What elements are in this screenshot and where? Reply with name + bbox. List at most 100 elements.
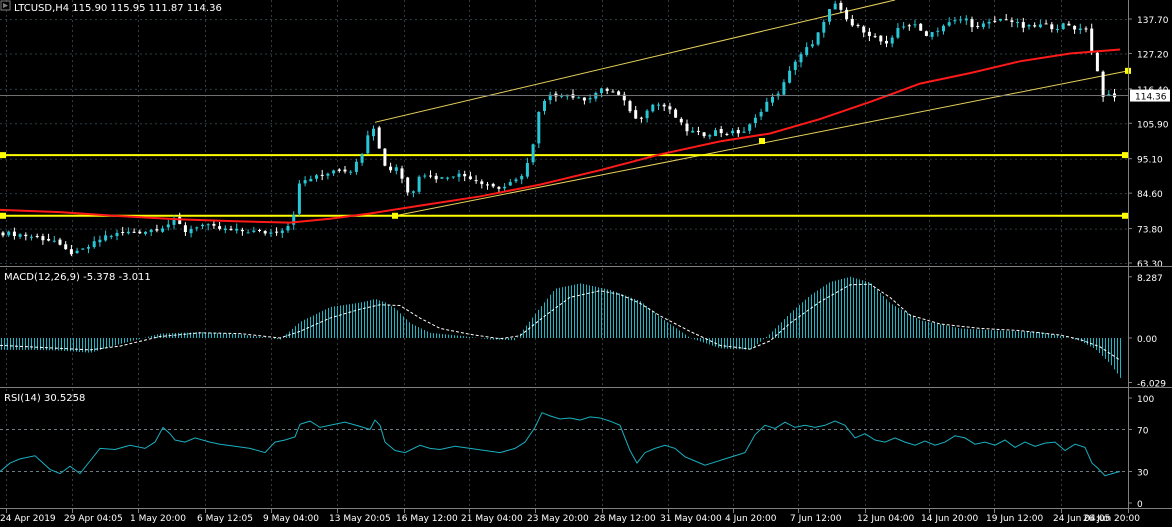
candle-body (491, 183, 495, 187)
time-tick-label: 12 Jun 04:00 (857, 514, 914, 524)
candle-body (543, 100, 546, 111)
candle-body (161, 228, 165, 232)
candle-body (953, 20, 957, 22)
candle-body (195, 227, 199, 229)
candle-body (685, 123, 689, 132)
time-axis: 24 Apr 2019 29 Apr 04:05 1 May 20:00 6 May … (0, 508, 1140, 524)
level-anchor (1122, 212, 1128, 219)
time-tick-label: 23 May 20:00 (527, 514, 589, 524)
panel-frames (0, 0, 1172, 509)
candle-body (719, 128, 723, 134)
candle-body (486, 184, 489, 186)
macd-panel[interactable]: MACD(12,26,9) -5.378 -3.011 8.287 0.00 -6.… (0, 268, 1166, 390)
candle-body (206, 224, 210, 226)
candle-body (320, 174, 324, 176)
candle-body (725, 133, 729, 135)
level-anchor (1122, 152, 1128, 159)
candle-body (679, 118, 683, 123)
candle-body (292, 214, 296, 225)
candle-body (810, 44, 814, 47)
candle-body (1004, 19, 1008, 21)
candle-body (799, 54, 803, 63)
rsi-tick-label: 0 (1137, 500, 1143, 510)
channel-line (374, 0, 896, 123)
candle-body (976, 25, 980, 27)
price-tick-label: 73.80 (1137, 226, 1163, 236)
candle-body (1078, 28, 1082, 30)
candle-body (423, 175, 427, 177)
candle-body (947, 22, 951, 26)
collapse-box-icon[interactable] (0, 0, 11, 11)
candle-body (600, 88, 603, 94)
price-panel[interactable]: LTCUSD,H4 115.90 115.95 111.87 114.36 13… (0, 0, 1170, 270)
candle-body (822, 22, 826, 33)
candle-body (383, 148, 387, 166)
candle-body (246, 232, 250, 234)
candle-body (1056, 28, 1059, 30)
candle-body (138, 231, 142, 234)
candle-body (286, 226, 290, 231)
candle-body (867, 31, 871, 36)
candle-body (309, 178, 313, 182)
candle-body (731, 130, 735, 134)
candle-body (269, 232, 273, 234)
rsi-levels (0, 429, 1128, 472)
candle-body (417, 176, 421, 192)
macd-histogram (1, 276, 1121, 378)
candle-body (98, 239, 102, 243)
candle-body (446, 177, 450, 179)
candle-body (315, 175, 318, 179)
candle-body (18, 234, 22, 237)
candle-body (166, 224, 170, 228)
macd-tick-label: 8.287 (1137, 274, 1163, 284)
rsi-panel[interactable]: RSI(14) 30.5258 100 70 30 0 (0, 389, 1154, 510)
candle-body (885, 40, 888, 44)
candle-body (411, 191, 415, 193)
candle-body (890, 37, 894, 44)
candle-body (970, 19, 974, 28)
horizontal-levels[interactable] (0, 152, 1128, 219)
candle-body (548, 94, 552, 101)
time-tick-label: 14 Jun 20:00 (921, 514, 978, 524)
last-price-label: 114.36 (1135, 93, 1167, 103)
candle-body (873, 36, 877, 38)
expand-arrow-icon (3, 3, 8, 8)
candle-body (474, 180, 478, 182)
candle-body (337, 169, 341, 171)
candle-body (959, 19, 963, 21)
time-tick-label: 26 Jun 20:00 (1083, 514, 1140, 524)
macd-panel-title: MACD(12,26,9) -5.378 -3.011 (4, 272, 151, 283)
candle-body (7, 231, 11, 236)
candle-body (1, 232, 5, 236)
candle-body (69, 249, 73, 255)
candle-body (748, 124, 752, 131)
candle-body (805, 47, 809, 56)
candle-body (41, 236, 45, 241)
price-tick-label: 95.10 (1137, 156, 1163, 166)
candle-body (332, 170, 336, 174)
macd-tick-label: 0.00 (1137, 335, 1157, 345)
candle-body (1107, 94, 1111, 97)
candle-body (75, 250, 79, 254)
time-tick-label: 29 Apr 04:05 (64, 514, 123, 524)
candle-body (588, 98, 592, 100)
candle-body (189, 228, 193, 234)
candle-body (1021, 22, 1025, 28)
candle-body (907, 25, 911, 27)
candle-body (463, 173, 467, 177)
candle-body (201, 224, 204, 227)
candle-body (92, 241, 96, 248)
candle-body (303, 180, 307, 184)
candle-body (468, 176, 472, 180)
candle-body (212, 223, 216, 226)
candle-body (691, 130, 695, 133)
candle-body (662, 104, 666, 107)
candle-body (400, 168, 404, 179)
candle-body (47, 238, 51, 241)
candle-body (816, 32, 820, 45)
candle-body (919, 23, 923, 31)
candle-body (765, 101, 769, 112)
candle-body (297, 183, 301, 214)
candle-body (480, 181, 484, 185)
